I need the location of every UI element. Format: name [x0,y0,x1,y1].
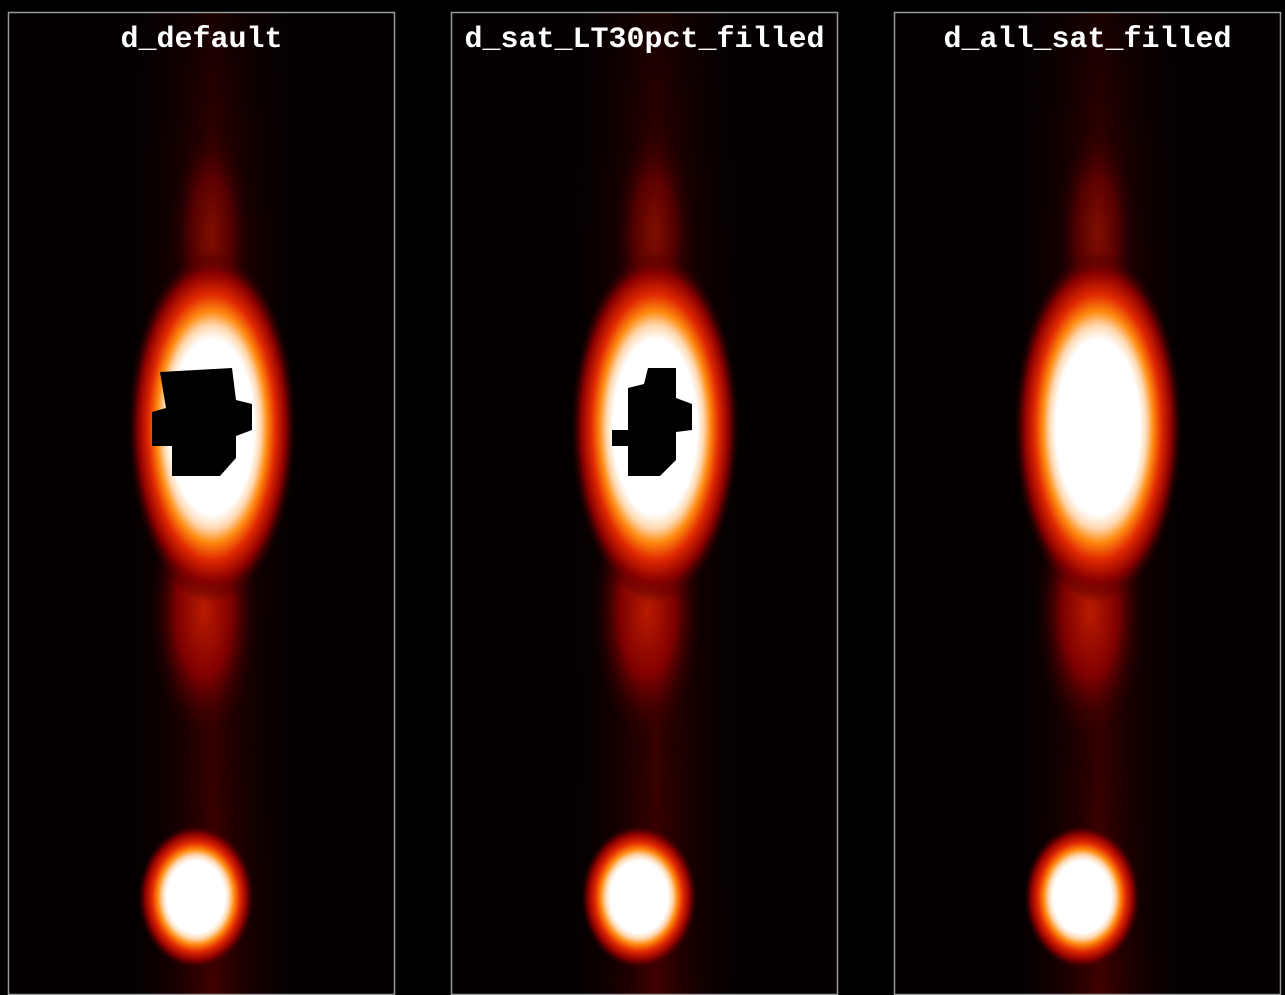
image-grid: d_default d_sat_LT30pct_filled d_all_sat_f… [0,0,1285,995]
heatmap [566,12,746,995]
lower-blob [1024,825,1140,969]
image-panel: d_sat_LT30pct_filled [451,12,838,995]
heatmap [123,12,303,995]
image-panel: d_default [8,12,395,995]
image-panel: d_all_sat_filled [894,12,1281,995]
panel-title: d_default [120,23,282,57]
lower-blob [581,825,697,969]
lower-blob [138,825,254,969]
page: {"panels": [{"title": "d_default"}, {"ti… [0,0,1285,995]
main-blob [1014,252,1182,602]
panel-title: d_all_sat_filled [943,23,1231,57]
panel-title: d_sat_LT30pct_filled [464,23,824,57]
heatmap [1009,12,1189,995]
